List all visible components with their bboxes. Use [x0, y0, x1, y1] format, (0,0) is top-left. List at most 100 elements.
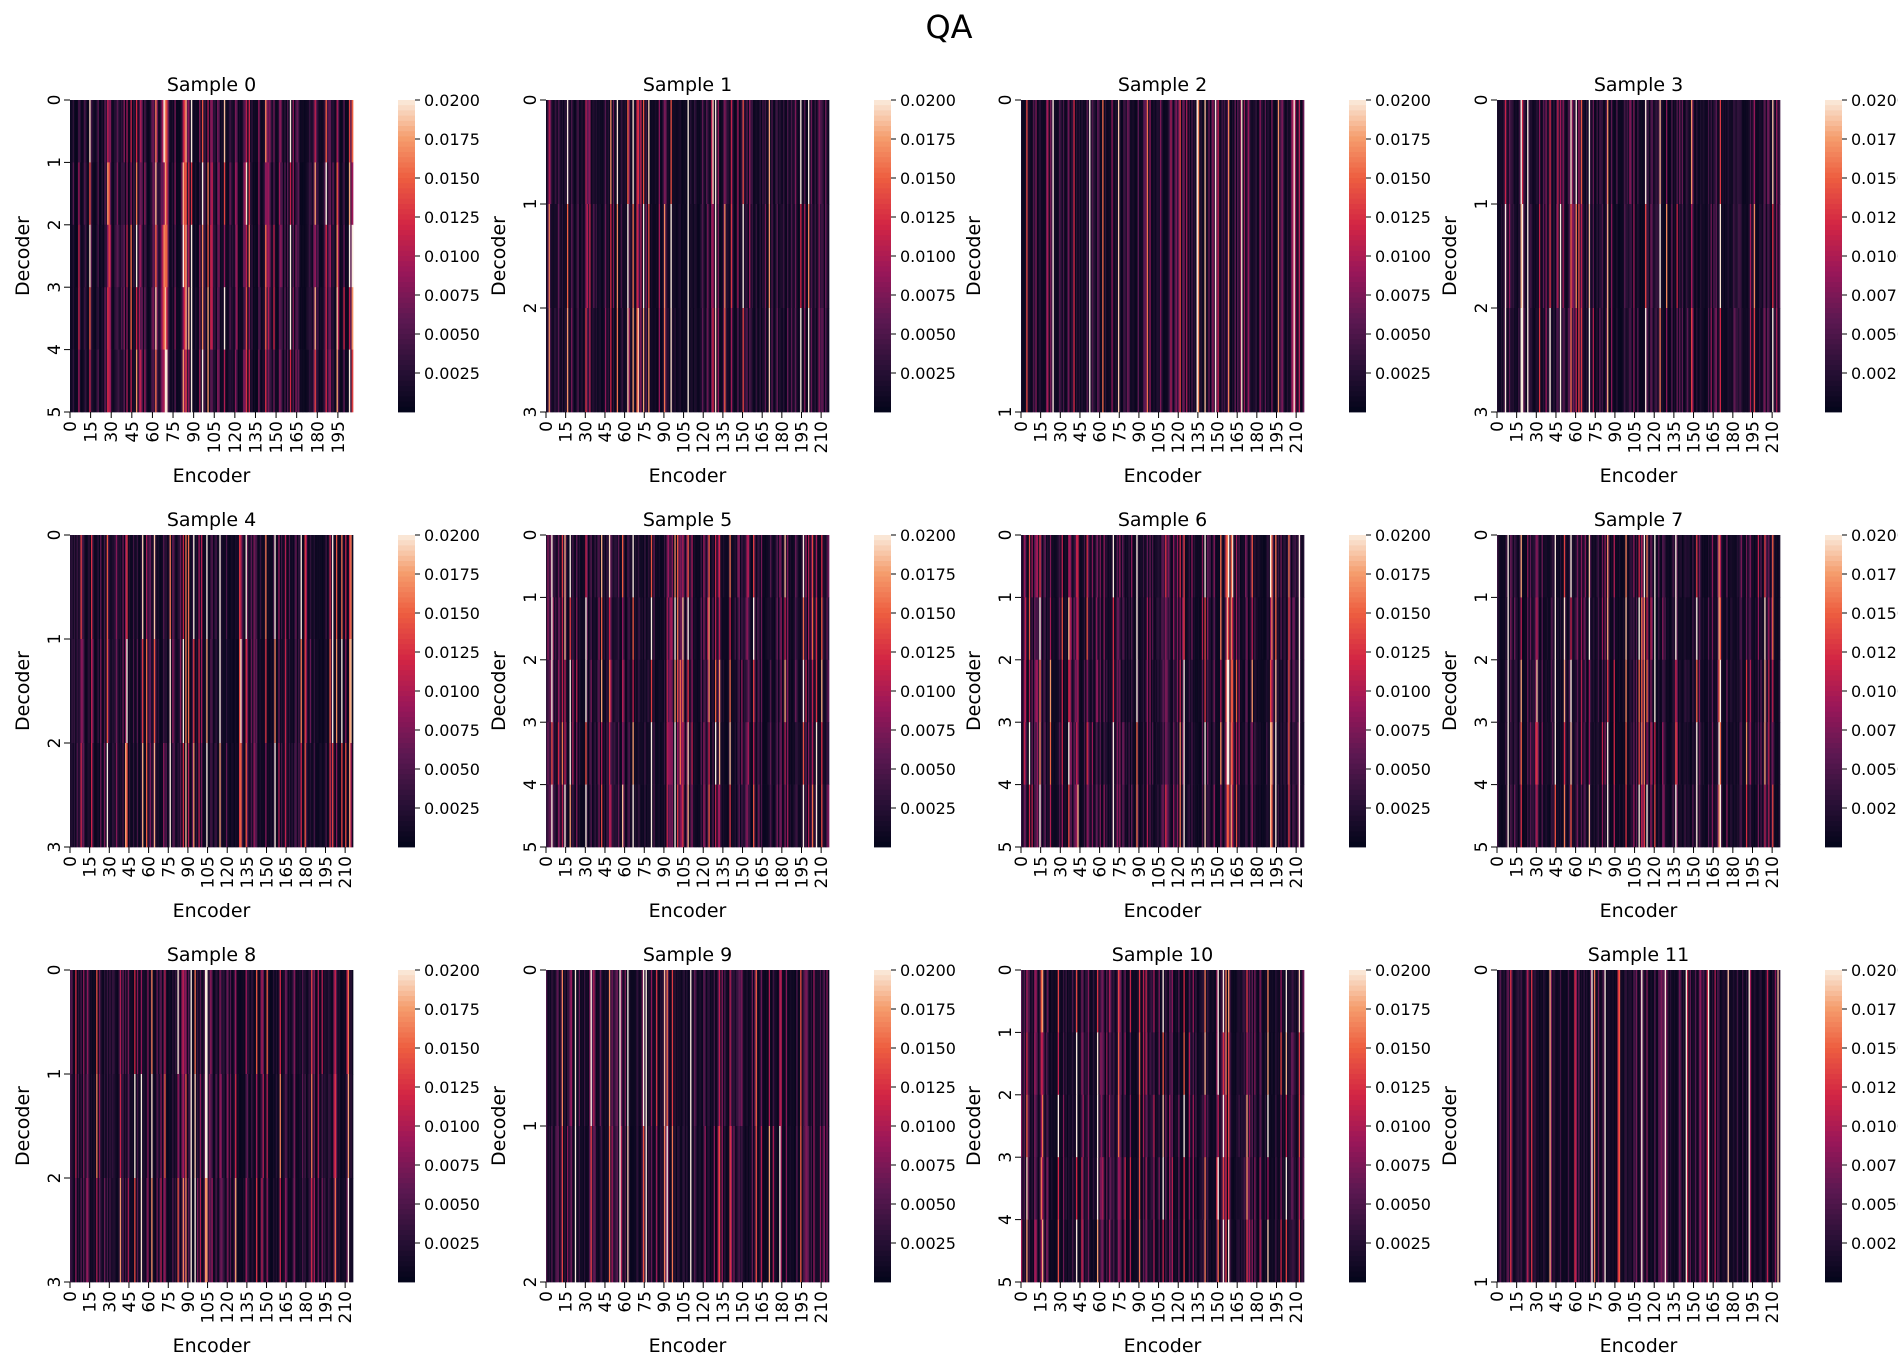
colorbar-segment [1825, 250, 1842, 257]
heatmap-cell [762, 308, 764, 413]
heatmap-cell [186, 639, 189, 744]
colorbar-segment [874, 841, 891, 848]
heatmap-cell [1032, 100, 1035, 413]
heatmap-cell [101, 224, 104, 288]
heatmap-cell [566, 722, 569, 785]
heatmap-cell [126, 639, 128, 744]
heatmap-cell [577, 100, 580, 205]
heatmap-cell [141, 100, 144, 163]
heatmap-cell [771, 308, 774, 413]
heatmap-cell [96, 224, 98, 288]
heatmap-cell [1220, 100, 1222, 413]
colorbar-segment [1349, 240, 1366, 246]
heatmap-cell [677, 597, 679, 661]
heatmap-cell [160, 743, 163, 848]
heatmap-cell [599, 722, 602, 785]
heatmap-cell [1145, 100, 1148, 413]
heatmap-cell [597, 535, 599, 598]
heatmap-cell [346, 743, 349, 848]
heatmap-cell [167, 100, 170, 163]
colorbar-segment [1349, 136, 1366, 142]
heatmap-cell [658, 722, 661, 785]
heatmap-cell [1621, 100, 1624, 205]
heatmap-cell [772, 535, 775, 598]
colorbar-segment [398, 659, 415, 666]
heatmap-cell [225, 287, 227, 350]
heatmap-cell [566, 659, 569, 723]
heatmap-cell [798, 659, 801, 723]
heatmap-cell [712, 204, 715, 309]
heatmap-cell [123, 349, 126, 413]
heatmap-cell [116, 349, 119, 413]
heatmap-cell [657, 597, 660, 661]
heatmap-cell [741, 659, 743, 723]
heatmap-cell [233, 162, 236, 226]
heatmap-cell [1570, 100, 1573, 205]
heatmap-cell [273, 743, 275, 848]
colorbar-segment [398, 224, 415, 231]
heatmap-cell [667, 100, 670, 205]
heatmap-cell [699, 308, 701, 413]
heatmap-cell [342, 287, 344, 350]
colorbar-segment [874, 701, 891, 707]
colorbar-segment [874, 219, 891, 226]
heatmap-cell [1580, 308, 1583, 413]
heatmap-cell [699, 100, 701, 205]
colorbar-tick-label: 0.0050 [424, 760, 480, 779]
heatmap-cell [179, 287, 182, 350]
heatmap-cell [737, 100, 739, 205]
heatmap-cell [199, 743, 202, 848]
heatmap-cell [566, 535, 569, 598]
heatmap-cell [259, 535, 262, 640]
heatmap-cell [669, 659, 671, 723]
heatmap-cell [1208, 100, 1211, 413]
heatmap-cell [814, 784, 817, 848]
heatmap-cell [1136, 100, 1138, 413]
heatmap-cell [640, 100, 642, 205]
colorbar-tick-label: 0.0025 [424, 364, 480, 383]
heatmap-cell [1624, 308, 1626, 413]
heatmap-cell [1500, 204, 1503, 309]
heatmap-cell [678, 597, 680, 661]
heatmap-cell [711, 308, 713, 413]
heatmap-cell [197, 743, 199, 848]
heatmap-cell [105, 162, 108, 226]
heatmap-cell [645, 100, 648, 205]
colorbar-segment [1825, 360, 1842, 366]
heatmap-cell [197, 535, 199, 640]
heatmap-cell [753, 659, 755, 723]
heatmap-cell [1193, 100, 1196, 413]
heatmap-cell [801, 659, 804, 723]
colorbar-tick-label: 0.0150 [1851, 169, 1898, 188]
heatmap-cell [309, 287, 311, 350]
heatmap-cell [298, 162, 300, 226]
heatmap-cell [326, 224, 329, 288]
colorbar-segment [1349, 313, 1366, 319]
heatmap-cell [810, 308, 813, 413]
heatmap-cell [635, 722, 637, 785]
y-axis-label: Decoder [488, 216, 510, 296]
colorbar-segment [874, 774, 891, 780]
heatmap-cell [659, 204, 662, 309]
colorbar-segment [1825, 282, 1842, 288]
x-tick-label: 180 [1724, 421, 1744, 453]
heatmap-cell [274, 287, 277, 350]
heatmap-cell [607, 784, 610, 848]
heatmap-cell [1106, 100, 1108, 413]
heatmap-cell [1756, 100, 1759, 205]
colorbar-segment [874, 576, 891, 583]
heatmap-cell [695, 597, 698, 661]
heatmap-cell [238, 100, 241, 163]
heatmap-cell [666, 597, 669, 661]
heatmap-cell [278, 100, 281, 163]
heatmap-cell [288, 349, 291, 413]
heatmap-cell [155, 162, 157, 226]
heatmap-cell [1701, 308, 1704, 413]
heatmap-cell [1296, 100, 1298, 413]
heatmap-cell [138, 162, 141, 226]
heatmap-cell [1254, 100, 1256, 413]
heatmap-cell [682, 204, 684, 309]
heatmap-cell [696, 100, 699, 205]
heatmap-cell [1237, 100, 1239, 413]
heatmap-cell [759, 308, 762, 413]
